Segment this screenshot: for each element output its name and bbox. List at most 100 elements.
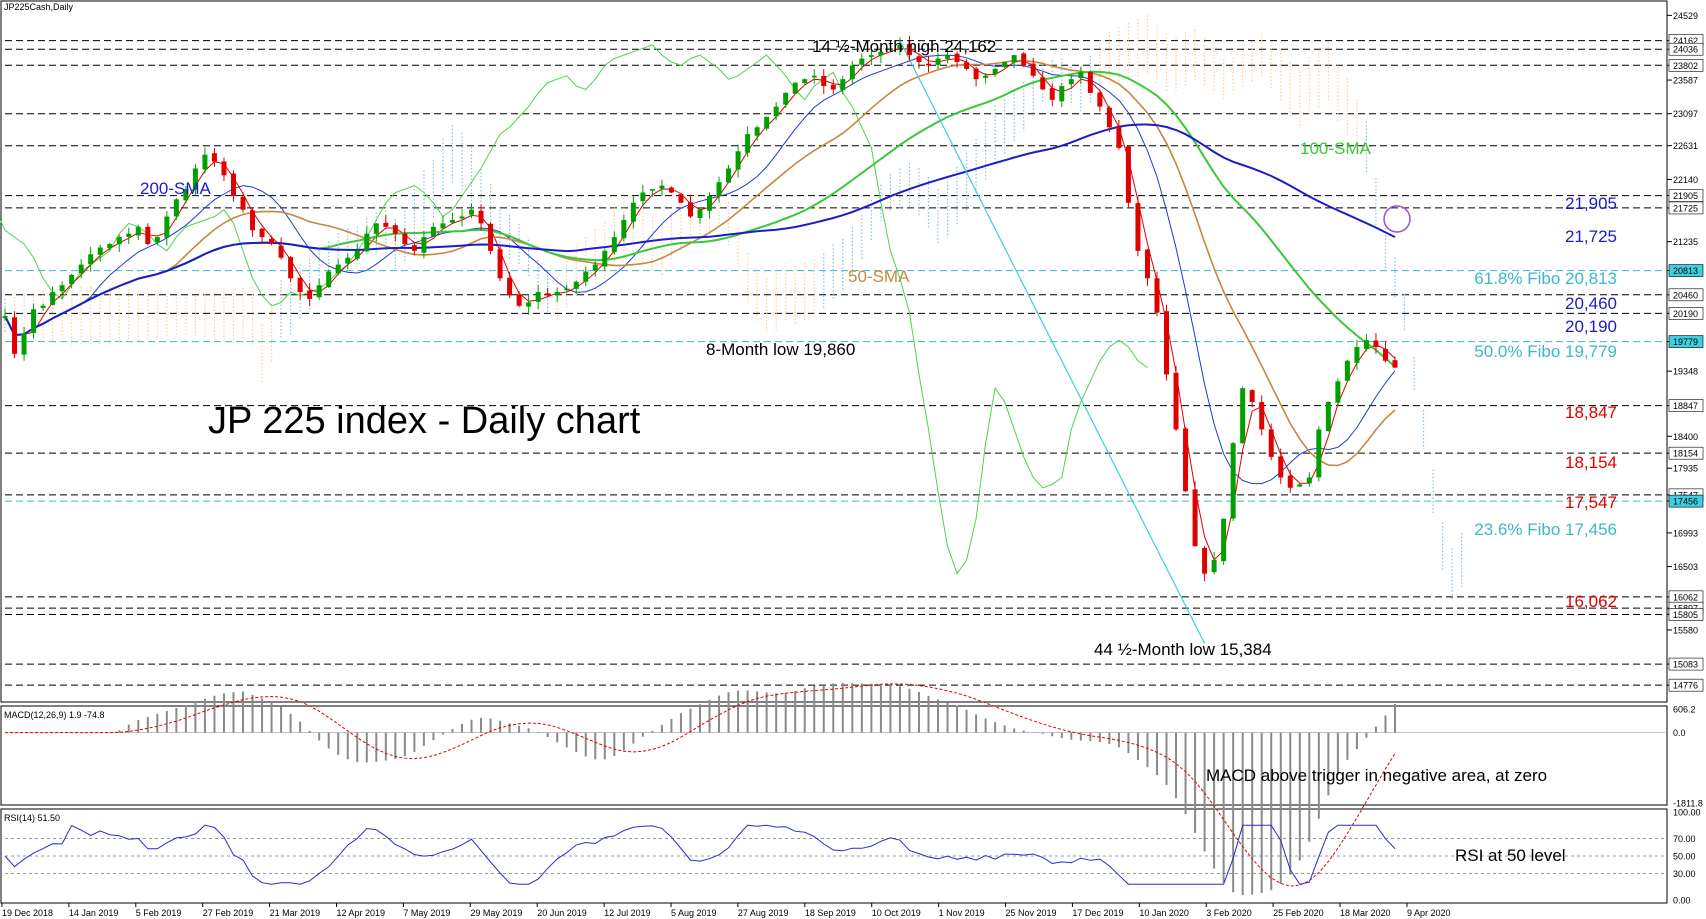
y-tick-label: 23097 xyxy=(1673,109,1698,119)
candle-body xyxy=(830,84,836,90)
x-tick-label: 18 Mar 2020 xyxy=(1340,908,1391,918)
y-tick-label: 21905 xyxy=(1673,191,1698,201)
candle-body xyxy=(1011,55,1017,63)
candle-body xyxy=(783,92,789,105)
candle-body xyxy=(1297,484,1303,487)
candle-body xyxy=(573,281,579,289)
candle-body xyxy=(449,219,455,223)
candle-body xyxy=(1287,475,1293,488)
crossover-circle xyxy=(1383,205,1411,233)
candle-body xyxy=(821,75,827,87)
rsi-line xyxy=(4,824,1396,885)
level-17547: 17,547 xyxy=(1565,493,1617,512)
annotation-44month-low: 44 ½-Month low 15,384 xyxy=(1094,640,1272,659)
candle-body xyxy=(278,245,284,258)
x-tick-label: 1 Nov 2019 xyxy=(939,908,985,918)
candle-body xyxy=(97,247,103,255)
macd-y-label: 0.0 xyxy=(1673,728,1686,738)
y-tick-label: 19348 xyxy=(1673,367,1698,377)
price-tag xyxy=(1668,189,1704,202)
price-tag xyxy=(1668,657,1704,671)
candle-body xyxy=(1249,390,1255,402)
candle-body xyxy=(1059,86,1065,102)
candle-body xyxy=(1192,489,1198,547)
candle-body xyxy=(726,168,732,183)
candle-body xyxy=(1068,79,1074,85)
candle-body xyxy=(497,249,503,279)
candle-body xyxy=(316,285,322,298)
candle-body xyxy=(916,56,922,63)
price-tag xyxy=(1668,608,1704,621)
y-tick-label: 20460 xyxy=(1673,290,1698,300)
candle-body xyxy=(383,222,389,227)
rsi-y-label: 100.00 xyxy=(1673,808,1701,818)
candle-body xyxy=(1211,559,1217,573)
candle-body xyxy=(545,293,551,296)
candle-body xyxy=(925,63,931,66)
candle-body xyxy=(745,134,751,153)
y-tick-label: 16993 xyxy=(1673,528,1698,538)
rsi-header: RSI(14) 51.50 xyxy=(4,813,60,823)
candle-body xyxy=(507,277,513,296)
candle-body xyxy=(31,309,37,334)
rsi-y-label: 70.00 xyxy=(1673,834,1696,844)
candle-body xyxy=(2,316,8,319)
candle-body xyxy=(640,192,646,202)
candle-body xyxy=(440,223,446,229)
chart-title: JP 225 index - Daily chart xyxy=(208,400,641,442)
candle-body xyxy=(773,106,779,117)
price-tag xyxy=(1668,201,1704,215)
candle-body xyxy=(906,43,912,56)
price-tag xyxy=(1668,335,1704,348)
level-20460: 20,460 xyxy=(1565,294,1617,313)
y-tick-label: 18400 xyxy=(1673,432,1698,442)
candle-body xyxy=(297,277,303,293)
candle-body xyxy=(1278,456,1284,478)
x-tick-label: 5 Feb 2019 xyxy=(136,908,182,918)
candle-body xyxy=(802,79,808,83)
candle-body xyxy=(430,226,436,237)
y-tick-label: 20190 xyxy=(1673,309,1698,319)
candle-body xyxy=(1078,72,1084,79)
macd-annotation: MACD above trigger in negative area, at … xyxy=(1206,766,1547,785)
price-tag xyxy=(1668,58,1704,72)
candle-body xyxy=(335,264,341,274)
candle-body xyxy=(764,116,770,129)
candle-body xyxy=(849,65,855,80)
x-tick-label: 20 Jun 2019 xyxy=(537,908,587,918)
candle-body xyxy=(135,226,141,236)
candle-body xyxy=(1097,92,1103,107)
candle-body xyxy=(897,44,903,49)
candle-body xyxy=(1040,77,1046,90)
x-tick-label: 10 Jan 2020 xyxy=(1139,908,1189,918)
candle-body xyxy=(183,189,189,201)
price-tag xyxy=(1668,264,1704,277)
candle-body xyxy=(840,79,846,91)
candle-body xyxy=(1382,349,1388,361)
level-21905: 21,905 xyxy=(1565,194,1617,213)
y-tick-label: 22140 xyxy=(1673,175,1698,185)
candle-body xyxy=(1230,443,1236,519)
annotation-high: 14 ½-Month high 24,162 xyxy=(812,37,996,56)
candle-body xyxy=(697,209,703,219)
x-tick-label: 19 Dec 2018 xyxy=(2,908,53,918)
candle-body xyxy=(240,196,246,210)
y-tick-label: 17456 xyxy=(1673,497,1698,507)
candle-body xyxy=(1306,477,1312,484)
rsi-y-label: 0.00 xyxy=(1673,896,1691,906)
candle-body xyxy=(288,257,294,279)
candle-body xyxy=(1363,340,1369,349)
candle-body xyxy=(1116,126,1122,148)
candle-body xyxy=(421,237,427,253)
x-tick-label: 27 Feb 2019 xyxy=(203,908,254,918)
candle-body xyxy=(1202,547,1208,574)
candle-body xyxy=(392,225,398,234)
label-200-sma: 200-SMA xyxy=(140,179,212,198)
y-tick-label: 21725 xyxy=(1673,203,1698,213)
price-tag xyxy=(1668,678,1704,692)
candle-body xyxy=(402,233,408,244)
candle-body xyxy=(1392,360,1398,368)
y-tick-label: 20813 xyxy=(1673,266,1698,276)
